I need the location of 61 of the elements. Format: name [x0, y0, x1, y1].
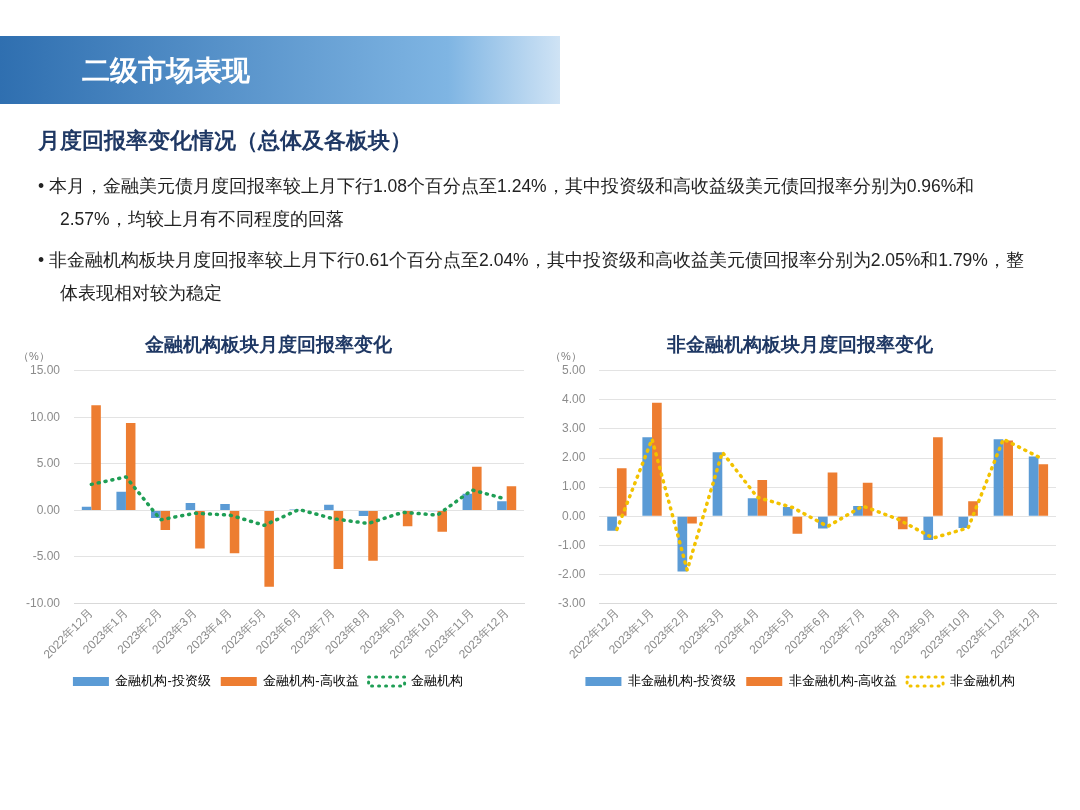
y-tick-label: 5.00	[36, 456, 61, 471]
y-tick-label: 0.00	[36, 502, 61, 517]
bar	[607, 516, 617, 531]
bar	[933, 437, 943, 516]
bar	[1028, 456, 1039, 516]
bar	[437, 510, 447, 532]
bar	[195, 510, 205, 549]
y-tick-label: 5.00	[561, 363, 586, 378]
chart-title: 非金融机构板块月度回报率变化	[666, 333, 934, 355]
bar	[747, 498, 758, 516]
y-tick-label: -2.00	[557, 566, 586, 581]
legend-label: 金融机构-投资级	[115, 673, 211, 689]
chart-title: 金融机构板块月度回报率变化	[143, 333, 393, 355]
y-tick-label: 3.00	[561, 421, 586, 436]
y-tick-label: -5.00	[32, 549, 61, 564]
legend-label: 非金融机构-高收益	[788, 673, 898, 689]
bar	[652, 402, 662, 516]
bar	[827, 472, 838, 516]
legend-label: 非金融机构	[949, 673, 1015, 689]
bar	[616, 468, 627, 516]
bar	[125, 422, 136, 510]
bar	[358, 510, 369, 517]
line-series	[615, 437, 1041, 572]
bar	[1003, 440, 1013, 516]
bar	[923, 516, 934, 541]
bar	[324, 504, 334, 510]
text: 二级市场表现	[82, 54, 250, 88]
bar	[220, 503, 230, 510]
y-axis-title: （%）	[18, 350, 50, 363]
y-axis-title: （%）	[550, 350, 582, 363]
text: • 非金融机构板块月度回报率较上月下行0.61个百分点至2.04%，其中投资级和高收益美元债回报率分别为2.05%和1.79%，整体表现相对较为稳定	[38, 249, 1025, 305]
legend-label: 金融机构-高收益	[263, 673, 359, 689]
y-tick-label: 10.00	[29, 409, 61, 424]
bar	[687, 516, 697, 524]
y-tick-label: 1.00	[561, 479, 586, 494]
bar	[497, 501, 507, 510]
y-tick-label: -10.00	[25, 595, 61, 610]
bar	[91, 405, 101, 510]
bar	[264, 510, 274, 587]
bar	[506, 486, 517, 510]
bar	[368, 510, 378, 561]
legend-label: 非金融机构-投资级	[627, 673, 737, 689]
bar	[757, 479, 768, 516]
bar	[333, 510, 344, 570]
bar	[462, 493, 473, 510]
text: 月度回报率变化情况（总体及各板块）	[38, 127, 413, 155]
legend-label: 金融机构	[411, 673, 464, 689]
text: • 本月，金融美元债月度回报率较上月下行1.08个百分点至1.24%，其中投资级和高收益级美元债回报率分别为0.96%和2.57%，均较上月有不同程度的回落	[38, 175, 976, 231]
bar	[782, 506, 793, 516]
bar	[1038, 464, 1049, 516]
y-tick-label: 0.00	[561, 508, 586, 523]
bar	[472, 466, 482, 510]
y-tick-label: 15.00	[29, 363, 61, 378]
y-tick-label: -1.00	[557, 537, 586, 552]
bar	[642, 437, 653, 516]
y-tick-label: 2.00	[561, 450, 586, 465]
bar	[185, 502, 196, 510]
bar	[792, 516, 803, 534]
bar	[116, 491, 126, 510]
y-tick-label: 4.00	[561, 392, 586, 407]
y-tick-label: -3.00	[557, 595, 586, 610]
